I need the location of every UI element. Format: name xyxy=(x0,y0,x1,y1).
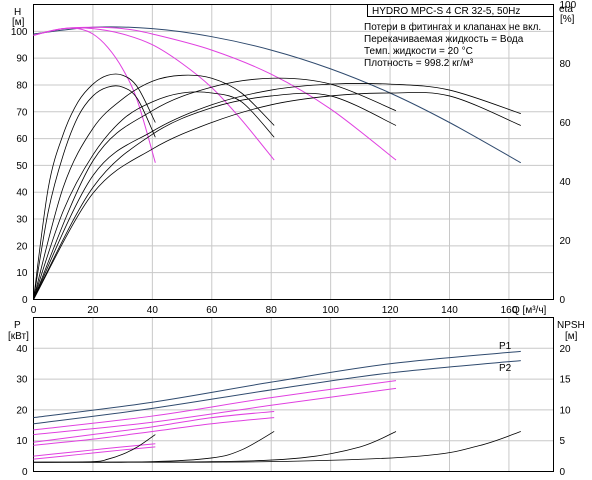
right-tick-label-power-npsh-1: 5 xyxy=(560,436,566,447)
right-tick-label-power-npsh-4: 20 xyxy=(560,344,572,355)
left-tick-label-head-eff-10: 100 xyxy=(11,27,28,38)
series-label-p2: P2 xyxy=(499,363,512,374)
series-line-power-npsh-5-power_var xyxy=(33,417,275,446)
series-line-power-npsh-11-npsh xyxy=(33,431,521,463)
info-line-temperature: Темп. жидкости = 20 °C xyxy=(364,46,473,57)
power-npsh-grid xyxy=(33,317,554,472)
head-axis-unit: [м] xyxy=(12,17,25,28)
series-line-power-npsh-6-power_var xyxy=(33,443,156,457)
info-line-liquid: Перекачиваемая жидкость = Вода xyxy=(364,34,524,45)
left-tick-label-power-npsh-1: 10 xyxy=(16,436,28,447)
right-tick-label-head-eff-5: 100 xyxy=(560,0,577,11)
left-tick-label-head-eff-7: 70 xyxy=(16,107,28,118)
flow-axis-label: Q [м³/ч] xyxy=(512,305,547,316)
x-tick-label-7: 140 xyxy=(441,305,458,316)
npsh-axis-unit: [м] xyxy=(565,331,578,342)
right-tick-label-power-npsh-3: 15 xyxy=(560,375,572,386)
power-axis-unit: [кВт] xyxy=(8,331,29,342)
series-line-power-npsh-0-power xyxy=(33,350,521,419)
series-line-head-eff-7-eff xyxy=(33,92,397,300)
pump-title-box xyxy=(367,4,554,17)
series-line-head-eff-4-eff xyxy=(33,83,521,300)
series-line-power-npsh-2-power_var xyxy=(33,380,397,431)
head-efficiency-frame xyxy=(33,4,554,300)
x-tick-label-4: 80 xyxy=(266,305,278,316)
series-line-head-eff-0-head xyxy=(33,26,522,164)
left-tick-label-head-eff-5: 50 xyxy=(16,161,28,172)
x-tick-label-0: 0 xyxy=(31,305,37,316)
series-line-head-eff-10-eff xyxy=(33,73,156,300)
left-tick-label-power-npsh-2: 20 xyxy=(16,405,28,416)
x-tick-label-5: 100 xyxy=(322,305,339,316)
series-line-head-eff-5-eff xyxy=(33,92,521,300)
right-tick-label-head-eff-0: 0 xyxy=(560,295,566,306)
left-tick-label-head-eff-8: 80 xyxy=(16,80,28,91)
right-tick-label-head-eff-4: 80 xyxy=(560,59,572,70)
series-line-power-npsh-7-power_var xyxy=(33,446,156,460)
pump-title: HYDRO MPC-S 4 CR 32-5, 50Hz xyxy=(372,6,520,17)
npsh-axis-label: NPSH xyxy=(557,320,585,331)
left-tick-label-head-eff-6: 60 xyxy=(16,134,28,145)
x-tick-label-6: 120 xyxy=(382,305,399,316)
right-tick-label-head-eff-3: 60 xyxy=(560,118,572,129)
x-tick-label-3: 60 xyxy=(206,305,218,316)
left-tick-label-power-npsh-3: 30 xyxy=(16,375,28,386)
series-line-power-npsh-8-npsh xyxy=(33,434,156,463)
right-tick-label-head-eff-1: 20 xyxy=(560,236,572,247)
left-tick-label-head-eff-2: 20 xyxy=(16,241,28,252)
right-tick-label-power-npsh-2: 10 xyxy=(560,405,572,416)
left-tick-label-head-eff-9: 90 xyxy=(16,54,28,65)
series-label-p1: P1 xyxy=(499,341,512,352)
head-axis-label: H xyxy=(14,7,21,18)
power-axis-label: P xyxy=(14,320,21,331)
eta-axis-label: eta xyxy=(559,4,573,15)
series-line-power-npsh-4-power_var xyxy=(33,410,275,443)
left-tick-label-head-eff-1: 10 xyxy=(16,268,28,279)
series-line-head-eff-3-head_var xyxy=(33,27,156,163)
series-line-head-eff-11-eff xyxy=(33,85,156,300)
left-tick-label-head-eff-0: 0 xyxy=(22,295,28,306)
left-tick-label-power-npsh-0: 0 xyxy=(22,467,28,478)
head-efficiency-series xyxy=(33,26,522,300)
right-tick-label-power-npsh-0: 0 xyxy=(560,467,566,478)
series-line-head-eff-2-head_var xyxy=(33,27,275,161)
eta-axis-unit: [%] xyxy=(560,14,575,25)
axis-ticks: 0102030405060708090100020406080100010203… xyxy=(11,0,577,478)
left-tick-label-head-eff-4: 40 xyxy=(16,188,28,199)
x-tick-label-8: 160 xyxy=(501,305,518,316)
info-line-fittings: Потери в фитингах и клапанах не вкл. xyxy=(364,21,541,33)
series-line-power-npsh-3-power_var xyxy=(33,387,397,436)
x-tick-label-2: 40 xyxy=(147,305,159,316)
right-tick-label-head-eff-2: 40 xyxy=(560,177,572,188)
series-line-head-eff-8-eff xyxy=(33,74,275,300)
power-npsh-series xyxy=(33,350,521,463)
x-tick-label-1: 20 xyxy=(87,305,99,316)
left-tick-label-power-npsh-4: 40 xyxy=(16,344,28,355)
left-tick-label-head-eff-3: 30 xyxy=(16,215,28,226)
head-efficiency-grid xyxy=(33,4,554,300)
series-line-head-eff-9-eff xyxy=(33,91,275,300)
power-npsh-frame xyxy=(33,317,554,472)
series-line-power-npsh-1-power xyxy=(33,360,521,425)
info-line-density: Плотность = 998.2 кг/м³ xyxy=(364,58,474,69)
